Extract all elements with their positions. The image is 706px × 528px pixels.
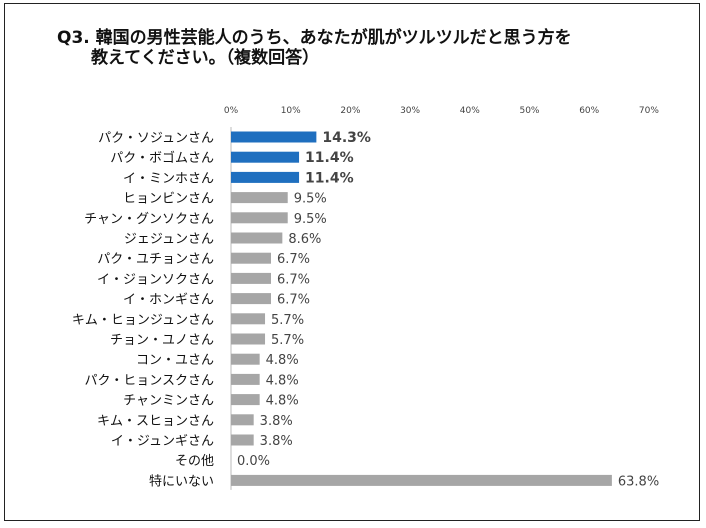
bar xyxy=(231,212,288,224)
category-label: 特にいない xyxy=(149,474,214,489)
bar xyxy=(231,151,300,163)
bar xyxy=(231,333,266,345)
value-label: 6.7% xyxy=(277,252,310,267)
category-label: チョン・ユノさん xyxy=(110,333,214,348)
category-label: イ・ジョンソクさん xyxy=(97,272,214,287)
x-tick-label: 30% xyxy=(400,106,420,116)
value-label: 11.4% xyxy=(305,150,354,166)
x-tick-label: 50% xyxy=(519,106,539,116)
value-label: 9.5% xyxy=(294,212,327,227)
chart-title: Q3. 韓国の男性芸能人のうち、あなたが肌がツルツルだと思う方を 教えてください… xyxy=(57,28,677,68)
value-label: 4.8% xyxy=(266,353,299,368)
bar xyxy=(231,171,300,183)
bar xyxy=(231,373,260,385)
value-label: 6.7% xyxy=(277,293,310,308)
category-label: イ・ミンホさん xyxy=(123,171,214,186)
chart-frame xyxy=(4,3,700,521)
category-label: その他 xyxy=(175,454,214,469)
value-label: 5.7% xyxy=(271,313,304,328)
value-label: 8.6% xyxy=(288,232,321,247)
bar xyxy=(231,353,260,365)
category-label: ジェジュンさん xyxy=(124,232,214,247)
value-label: 0.0% xyxy=(237,454,270,469)
chart-title-line1: Q3. 韓国の男性芸能人のうち、あなたが肌がツルツルだと思う方を xyxy=(57,28,572,48)
x-tick-label: 70% xyxy=(639,106,659,116)
bar xyxy=(231,192,288,204)
bar xyxy=(231,474,612,486)
bar xyxy=(231,293,271,305)
value-label: 6.7% xyxy=(277,272,310,287)
x-tick-label: 60% xyxy=(579,106,599,116)
category-label: パク・ユチョンさん xyxy=(97,252,214,267)
category-label: チャンミンさん xyxy=(123,394,214,409)
category-label: キム・スヒョンさん xyxy=(97,414,214,429)
category-label: パク・ソジュンさん xyxy=(98,131,214,146)
value-label: 3.8% xyxy=(260,434,293,449)
bar xyxy=(231,434,254,446)
bar xyxy=(231,131,317,143)
category-label: パク・ボゴムさん xyxy=(110,150,214,166)
value-label: 14.3% xyxy=(322,130,371,146)
x-tick-label: 20% xyxy=(340,106,360,116)
x-tick-label: 40% xyxy=(460,106,480,116)
value-label: 4.8% xyxy=(266,373,299,388)
value-label: 63.8% xyxy=(618,474,659,489)
value-label: 3.8% xyxy=(260,414,293,429)
category-label: イ・ジュンギさん xyxy=(111,434,214,449)
bar xyxy=(231,232,283,244)
bar xyxy=(231,272,271,284)
category-label: コン・ユさん xyxy=(136,353,214,368)
category-label: パク・ヒョンスクさん xyxy=(85,373,214,388)
value-label: 9.5% xyxy=(294,192,327,207)
x-tick-label: 0% xyxy=(224,106,239,116)
chart-title-line2: 教えてください。（複数回答） xyxy=(91,48,320,68)
category-label: キム・ヒョンジュンさん xyxy=(72,313,214,328)
value-label: 4.8% xyxy=(266,394,299,409)
x-tick-label: 10% xyxy=(281,106,301,116)
category-label: チャン・グンソクさん xyxy=(84,212,214,227)
bar xyxy=(231,313,266,325)
bar xyxy=(231,414,254,426)
bar xyxy=(231,394,260,406)
bar xyxy=(231,252,271,264)
category-label: イ・ホンギさん xyxy=(123,293,214,308)
value-label: 5.7% xyxy=(271,333,304,348)
category-label: ヒョンビンさん xyxy=(123,192,214,207)
value-label: 11.4% xyxy=(305,170,354,186)
